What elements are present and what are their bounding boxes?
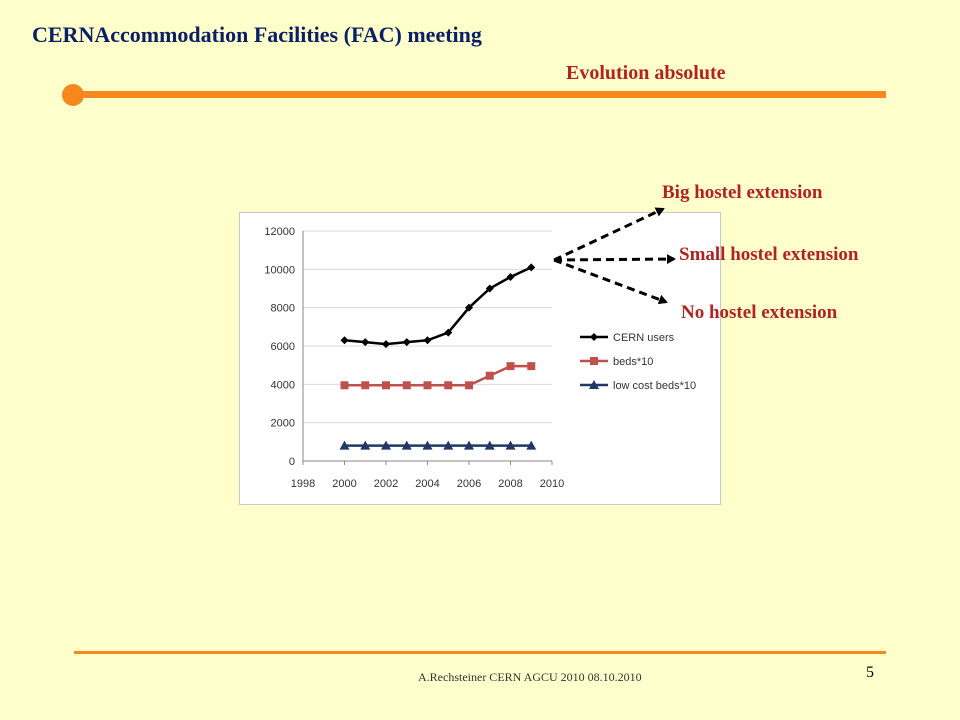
data-point — [465, 303, 473, 312]
series-line — [344, 266, 532, 346]
data-point — [464, 440, 474, 450]
chart-grid — [303, 230, 552, 462]
header-bullet-dot — [62, 84, 84, 106]
y-tick-label: 2000 — [271, 418, 295, 430]
data-point — [506, 273, 515, 281]
footer-rule — [74, 651, 886, 654]
data-point — [361, 381, 370, 390]
legend-label: low cost beds*10 — [613, 380, 696, 392]
x-tick-label: 2010 — [540, 478, 564, 490]
data-point — [402, 338, 411, 347]
line-chart: 0 2000 4000 6000 8000 10000 12000 1998 2000 2002 2… — [239, 212, 721, 505]
data-point — [444, 328, 453, 337]
header-rule — [74, 91, 886, 98]
chart-axes: 0 2000 4000 6000 8000 10000 12000 1998 2000 2002 2… — [264, 226, 564, 490]
data-point — [360, 440, 371, 450]
data-point — [361, 338, 370, 347]
page-number: 5 — [866, 664, 874, 681]
y-tick-label: 0 — [289, 456, 295, 468]
data-point — [423, 336, 432, 345]
data-point — [422, 440, 433, 450]
data-point — [401, 440, 412, 450]
footer-text: A.Rechsteiner CERN AGCU 2010 08.10.2010 — [418, 670, 642, 684]
scenario-big-hostel: Big hostel extension — [662, 182, 823, 203]
data-point — [340, 381, 349, 390]
data-point — [527, 362, 536, 371]
data-point — [485, 284, 494, 293]
y-tick-label: 12000 — [264, 226, 295, 238]
data-point — [402, 381, 411, 390]
y-tick-label: 8000 — [271, 303, 295, 315]
legend-label: beds*10 — [613, 356, 653, 368]
data-point — [382, 381, 390, 390]
y-tick-label: 4000 — [271, 379, 295, 391]
data-point — [339, 440, 350, 450]
scenario-arrows — [553, 207, 676, 305]
y-tick-label: 6000 — [271, 341, 295, 353]
data-point — [381, 440, 391, 450]
data-point — [444, 381, 453, 390]
chart-svg: 0 2000 4000 6000 8000 10000 12000 1998 2000 2002 2… — [264, 226, 696, 490]
data-point — [527, 263, 536, 272]
x-tick-label: 2006 — [457, 478, 481, 490]
x-tick-label: 2002 — [374, 478, 398, 490]
legend-marker — [590, 333, 598, 341]
data-point — [505, 440, 516, 450]
scenario-no-hostel: No hostel extension — [681, 302, 838, 323]
data-point — [423, 381, 432, 390]
chart-series — [339, 263, 537, 450]
legend-marker — [590, 357, 598, 365]
data-point — [526, 440, 537, 450]
arrow-big-extension — [553, 207, 665, 262]
data-point — [443, 440, 454, 450]
arrow-small-extension — [553, 254, 676, 265]
x-tick-label: 1998 — [291, 478, 315, 490]
legend-marker — [589, 380, 599, 389]
y-tick-label: 10000 — [264, 264, 295, 276]
x-tick-label: 2008 — [498, 478, 522, 490]
slide-title: CERNAccommodation Facilities (FAC) meeti… — [32, 22, 482, 47]
scenario-small-hostel: Small hostel extension — [679, 244, 859, 265]
data-point — [382, 340, 390, 349]
data-point — [506, 362, 515, 371]
x-tick-label: 2000 — [332, 478, 356, 490]
data-point — [484, 440, 495, 450]
data-point — [485, 371, 494, 380]
slide-subtitle: Evolution absolute — [566, 62, 726, 84]
chart-legend: CERN users beds*10 low cost beds*10 — [580, 332, 696, 392]
legend-label: CERN users — [613, 332, 675, 344]
data-point — [465, 381, 473, 390]
data-point — [340, 336, 349, 345]
arrow-no-extension — [553, 258, 668, 305]
series-line — [344, 364, 532, 387]
x-tick-label: 2004 — [415, 478, 439, 490]
